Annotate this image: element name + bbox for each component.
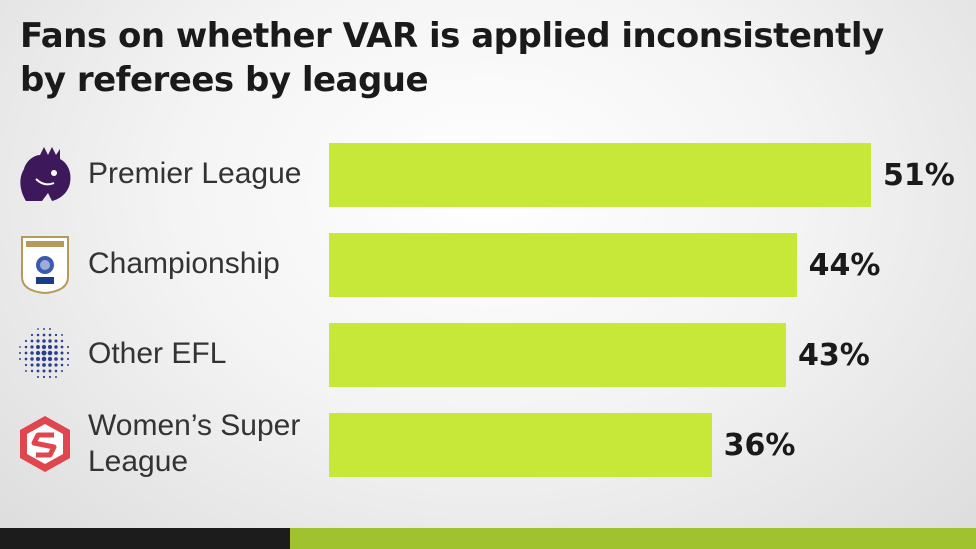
efl-championship-badge-icon	[14, 233, 76, 295]
value-label: 51%	[883, 158, 955, 193]
bar	[329, 323, 786, 387]
chart-title: Fans on whether VAR is applied inconsist…	[20, 16, 884, 100]
chart-row: Other EFL 43%	[0, 322, 976, 387]
chart-row: Championship 44%	[0, 232, 976, 297]
footer-green-strip	[290, 528, 976, 549]
footer-dark-strip	[0, 528, 290, 549]
value-label: 44%	[808, 248, 881, 283]
category-label: Premier League	[88, 157, 302, 190]
category-label: Women’s Super League	[88, 409, 301, 478]
value-label: 43%	[797, 338, 870, 373]
wsl-hexagon-icon	[14, 413, 76, 475]
category-label: Championship	[88, 247, 280, 280]
premier-league-lion-icon	[14, 143, 76, 205]
bar	[329, 413, 712, 477]
bar	[329, 143, 871, 207]
chart-row: Women’s Super League 36%	[0, 409, 976, 478]
category-label: Other EFL	[88, 337, 227, 370]
bar	[329, 233, 797, 297]
efl-dots-icon	[14, 323, 76, 385]
chart-row: Premier League 51%	[0, 142, 976, 207]
value-label: 36%	[723, 428, 796, 463]
